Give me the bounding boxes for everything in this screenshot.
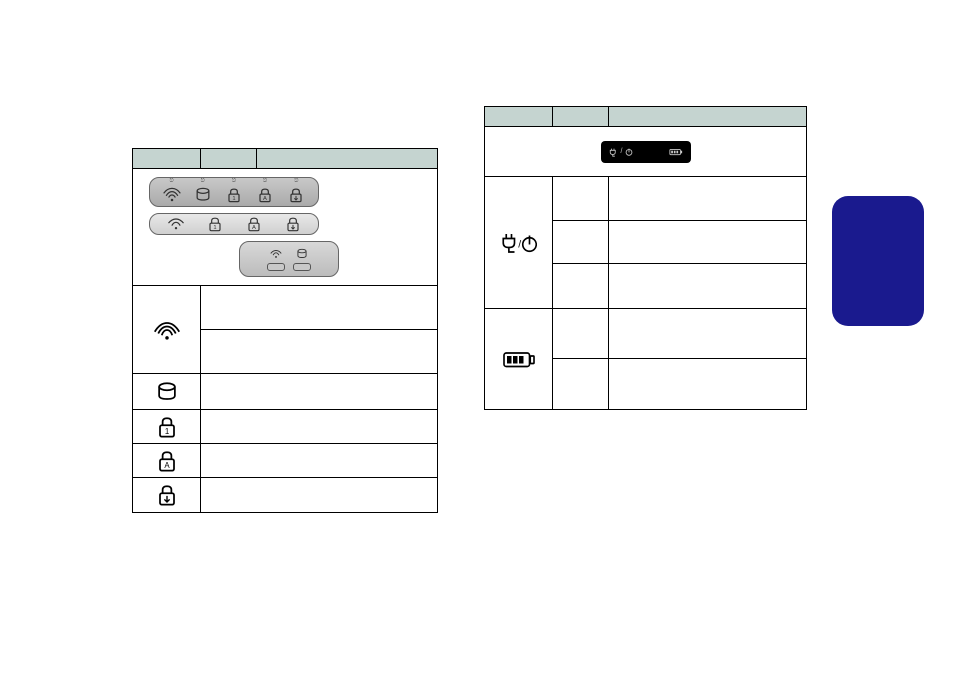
table-row: [133, 286, 437, 374]
led-panel-5-icons: ⎋ ⎋ ⎋1 ⎋A ⎋: [149, 177, 319, 207]
table-row: [133, 478, 437, 512]
wifi-icon: [153, 316, 181, 344]
svg-text:A: A: [263, 196, 267, 202]
right-table-header: [485, 107, 806, 127]
left-table-header: [133, 149, 437, 169]
header-cell: [201, 149, 257, 168]
led-panel-2-icons: [239, 241, 339, 277]
lock-down-icon: [286, 185, 306, 205]
lock-a-icon: A: [244, 214, 264, 234]
blue-side-tab: [832, 196, 924, 326]
device-black-panel: /: [601, 141, 691, 163]
plug-power-icon: /: [501, 228, 537, 258]
right-indicators-table: / /: [484, 106, 807, 410]
svg-text:/: /: [518, 238, 521, 250]
led-panel-large-row: ⎋ ⎋ ⎋1 ⎋A ⎋ 1 A: [133, 169, 437, 286]
disk-icon: [294, 247, 310, 261]
header-cell: [485, 107, 553, 126]
lock-1-icon: 1: [205, 214, 225, 234]
svg-text:1: 1: [213, 225, 216, 231]
svg-text:A: A: [252, 225, 256, 231]
header-cell: [609, 107, 806, 126]
lock-1-icon: 1: [224, 185, 244, 205]
left-indicators-table: ⎋ ⎋ ⎋1 ⎋A ⎋ 1 A: [132, 148, 438, 513]
lock-a-icon: A: [255, 185, 275, 205]
header-cell: [133, 149, 201, 168]
table-row-battery: [485, 309, 806, 409]
wifi-icon: [166, 214, 186, 234]
power-icon: [624, 147, 634, 157]
wifi-icon: [162, 185, 182, 205]
plug-icon: [609, 147, 619, 157]
wifi-icon: [268, 247, 284, 261]
table-row: 1: [133, 410, 437, 444]
lock-a-icon: A: [153, 447, 181, 475]
disk-icon: [153, 378, 181, 406]
svg-text:1: 1: [232, 196, 235, 202]
battery-icon: [669, 147, 683, 157]
lock-down-icon: [283, 214, 303, 234]
lock-down-icon: [153, 481, 181, 509]
led-panel-4-icons: 1 A: [149, 213, 319, 235]
header-cell: [257, 149, 437, 168]
disk-icon: [193, 185, 213, 205]
table-row-power: /: [485, 177, 806, 309]
svg-text:1: 1: [164, 427, 168, 436]
table-row: A: [133, 444, 437, 478]
lock-1-icon: 1: [153, 413, 181, 441]
table-row: [133, 374, 437, 410]
header-cell: [553, 107, 609, 126]
device-image-row: /: [485, 127, 806, 177]
svg-text:A: A: [164, 461, 170, 470]
battery-icon: [501, 344, 537, 374]
